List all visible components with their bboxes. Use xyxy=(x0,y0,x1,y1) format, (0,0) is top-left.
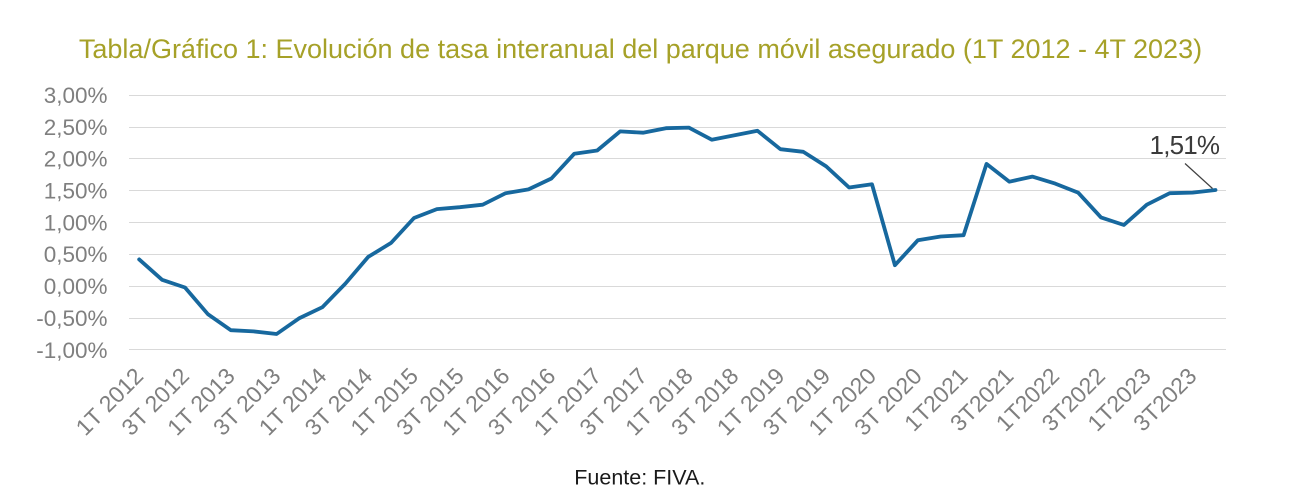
svg-text:-0,50%: -0,50% xyxy=(36,306,107,331)
svg-text:0,50%: 0,50% xyxy=(44,242,108,267)
svg-text:3,00%: 3,00% xyxy=(44,83,108,108)
svg-text:1,50%: 1,50% xyxy=(44,179,108,204)
svg-text:2,00%: 2,00% xyxy=(44,147,108,172)
svg-text:0,00%: 0,00% xyxy=(44,274,108,299)
svg-text:-1,00%: -1,00% xyxy=(36,338,107,363)
svg-text:Fuente: FIVA.: Fuente: FIVA. xyxy=(574,466,705,490)
svg-text:1,51%: 1,51% xyxy=(1150,130,1220,160)
svg-text:Tabla/Gráfico 1: Evolución de: Tabla/Gráfico 1: Evolución de tasa inter… xyxy=(79,34,1202,64)
svg-text:1,00%: 1,00% xyxy=(44,210,108,235)
svg-text:2,50%: 2,50% xyxy=(44,115,108,140)
